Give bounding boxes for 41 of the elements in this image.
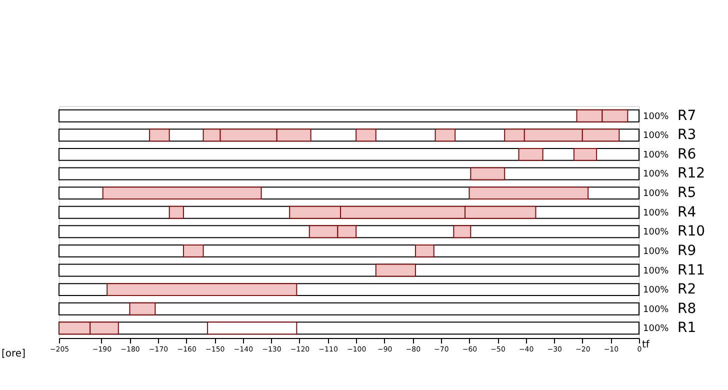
y-tick-label: R3 (678, 127, 696, 144)
bar (356, 128, 376, 142)
y-tick-label: R1 (678, 320, 696, 336)
text: 100% (643, 208, 670, 218)
bar (468, 186, 589, 200)
y-tick-label: R5 (678, 185, 696, 202)
bar (168, 206, 184, 219)
y-tick-label: R12 (678, 166, 706, 182)
text: 100% (643, 228, 670, 238)
bar (129, 302, 156, 316)
y-tick-label: R9 (678, 242, 696, 259)
text: 100% (643, 304, 670, 315)
bar (182, 244, 204, 258)
y-tick-label: R10 (678, 224, 706, 240)
x-axis-title: [ore] (2, 348, 26, 360)
text: 100% (643, 246, 670, 257)
bar (149, 128, 170, 142)
bar (453, 225, 472, 238)
y-tick-label: R2 (678, 282, 696, 298)
bar (470, 167, 506, 180)
bar (414, 244, 434, 258)
y-tick-label: R4 (678, 204, 696, 220)
y-tick-label: R7 (678, 108, 696, 124)
text: 100% (643, 266, 670, 276)
bar (102, 186, 262, 200)
text: 100% (643, 112, 670, 122)
bar (106, 283, 298, 296)
y-tick-label: R11 (678, 262, 706, 278)
text: 100% (643, 131, 670, 142)
bar (375, 264, 416, 277)
text: 100% (643, 324, 670, 334)
text: 100% (643, 189, 670, 200)
y-tick-label: R6 (678, 146, 696, 162)
bar (434, 128, 456, 142)
text: 100% (643, 286, 670, 296)
y-tick-label: R8 (678, 300, 696, 317)
text: 100% (643, 150, 670, 160)
bar (518, 148, 544, 161)
text: tf (642, 340, 650, 351)
text: 100% (643, 170, 670, 180)
bar (573, 148, 598, 161)
